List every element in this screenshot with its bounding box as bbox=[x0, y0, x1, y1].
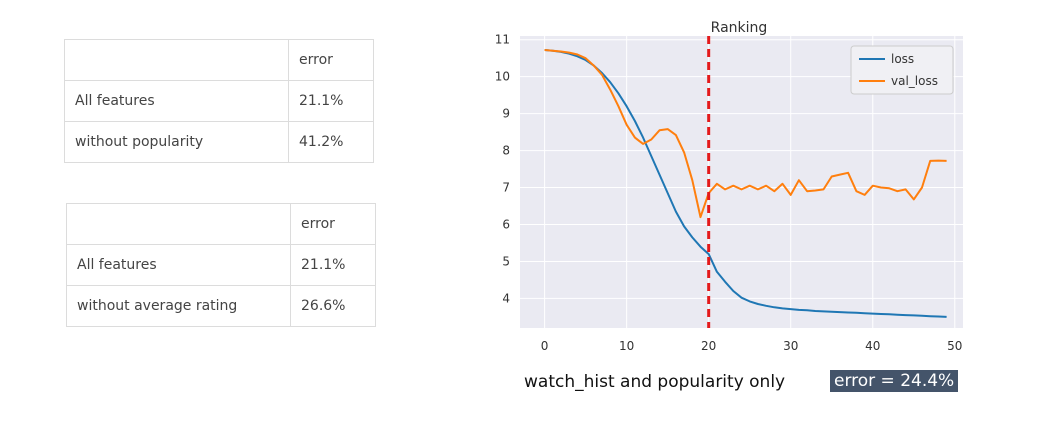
y-tick-label: 8 bbox=[502, 144, 510, 158]
table-cell: All features bbox=[66, 244, 291, 286]
x-tick-label: 30 bbox=[783, 339, 798, 353]
y-tick-label: 5 bbox=[502, 254, 510, 268]
table-header-cell: error bbox=[288, 39, 374, 81]
table-cell: without popularity bbox=[64, 121, 289, 163]
x-tick-label: 50 bbox=[947, 339, 962, 353]
y-tick-label: 6 bbox=[502, 218, 510, 232]
legend-label-val-loss: val_loss bbox=[891, 74, 938, 88]
table-row: All features 21.1% bbox=[64, 80, 374, 122]
chart-legend: loss val_loss bbox=[850, 45, 954, 95]
legend-label-loss: loss bbox=[891, 52, 914, 66]
series-line-val-loss bbox=[544, 49, 947, 219]
y-tick-label: 4 bbox=[502, 291, 510, 305]
table-row: without popularity 41.2% bbox=[64, 121, 374, 163]
table-cell: 21.1% bbox=[290, 244, 376, 286]
table-header-cell: error bbox=[290, 203, 376, 245]
caption-text: watch_hist and popularity only bbox=[524, 372, 786, 392]
table-header-row: error bbox=[66, 203, 376, 245]
table-header-row: error bbox=[64, 39, 374, 81]
tick-labels: 0 10 20 30 40 50 4 5 6 7 8 9 10 11 bbox=[495, 33, 963, 353]
table-header-cell bbox=[66, 203, 291, 245]
x-tick-label: 10 bbox=[619, 339, 634, 353]
y-tick-label: 11 bbox=[495, 33, 510, 47]
y-tick-label: 9 bbox=[502, 107, 510, 121]
table-header-cell bbox=[64, 39, 289, 81]
table-row: without average rating 26.6% bbox=[66, 285, 376, 327]
x-tick-label: 0 bbox=[541, 339, 549, 353]
ranking-line-chart: 0 10 20 30 40 50 4 5 6 7 8 9 10 11 Ranking loss val_l… bbox=[495, 20, 963, 353]
error-table-popularity: error All features 21.1% without popular… bbox=[64, 39, 374, 163]
series-line-loss bbox=[544, 49, 947, 318]
x-tick-label: 20 bbox=[701, 339, 716, 353]
table-cell: All features bbox=[64, 80, 289, 122]
table-row: All features 21.1% bbox=[66, 244, 376, 286]
chart-title: Ranking bbox=[711, 20, 768, 36]
table-cell: without average rating bbox=[66, 285, 291, 327]
series-lines bbox=[544, 49, 947, 318]
table-cell: 41.2% bbox=[288, 121, 374, 163]
x-tick-label: 40 bbox=[865, 339, 880, 353]
y-tick-label: 10 bbox=[495, 70, 510, 84]
y-tick-label: 7 bbox=[502, 181, 510, 195]
error-badge: error = 24.4% bbox=[830, 370, 959, 392]
table-cell: 21.1% bbox=[288, 80, 374, 122]
error-table-avg-rating: error All features 21.1% without average… bbox=[66, 203, 376, 327]
table-cell: 26.6% bbox=[290, 285, 376, 327]
